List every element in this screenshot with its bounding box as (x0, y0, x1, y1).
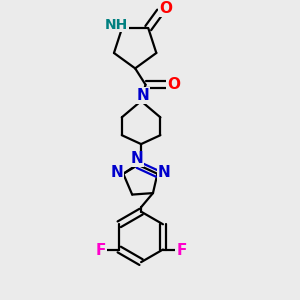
Text: O: O (167, 77, 180, 92)
Text: N: N (110, 165, 123, 180)
Text: N: N (158, 165, 170, 180)
Text: NH: NH (105, 17, 128, 32)
Text: N: N (136, 88, 149, 103)
Text: N: N (130, 152, 143, 166)
Text: F: F (176, 243, 187, 258)
Text: F: F (96, 243, 106, 258)
Text: O: O (159, 1, 172, 16)
